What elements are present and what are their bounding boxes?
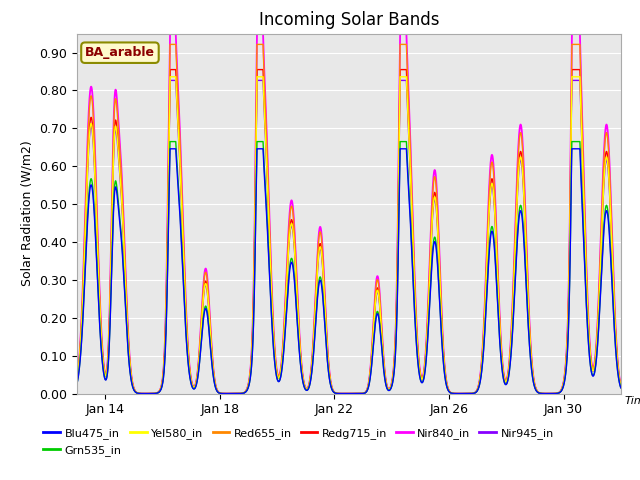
- Title: Incoming Solar Bands: Incoming Solar Bands: [259, 11, 439, 29]
- Legend: Blu475_in, Grn535_in, Yel580_in, Red655_in, Redg715_in, Nir840_in, Nir945_in: Blu475_in, Grn535_in, Yel580_in, Red655_…: [39, 424, 558, 460]
- Text: Time: Time: [625, 396, 640, 407]
- Text: BA_arable: BA_arable: [85, 46, 155, 59]
- Y-axis label: Solar Radiation (W/m2): Solar Radiation (W/m2): [20, 141, 33, 287]
